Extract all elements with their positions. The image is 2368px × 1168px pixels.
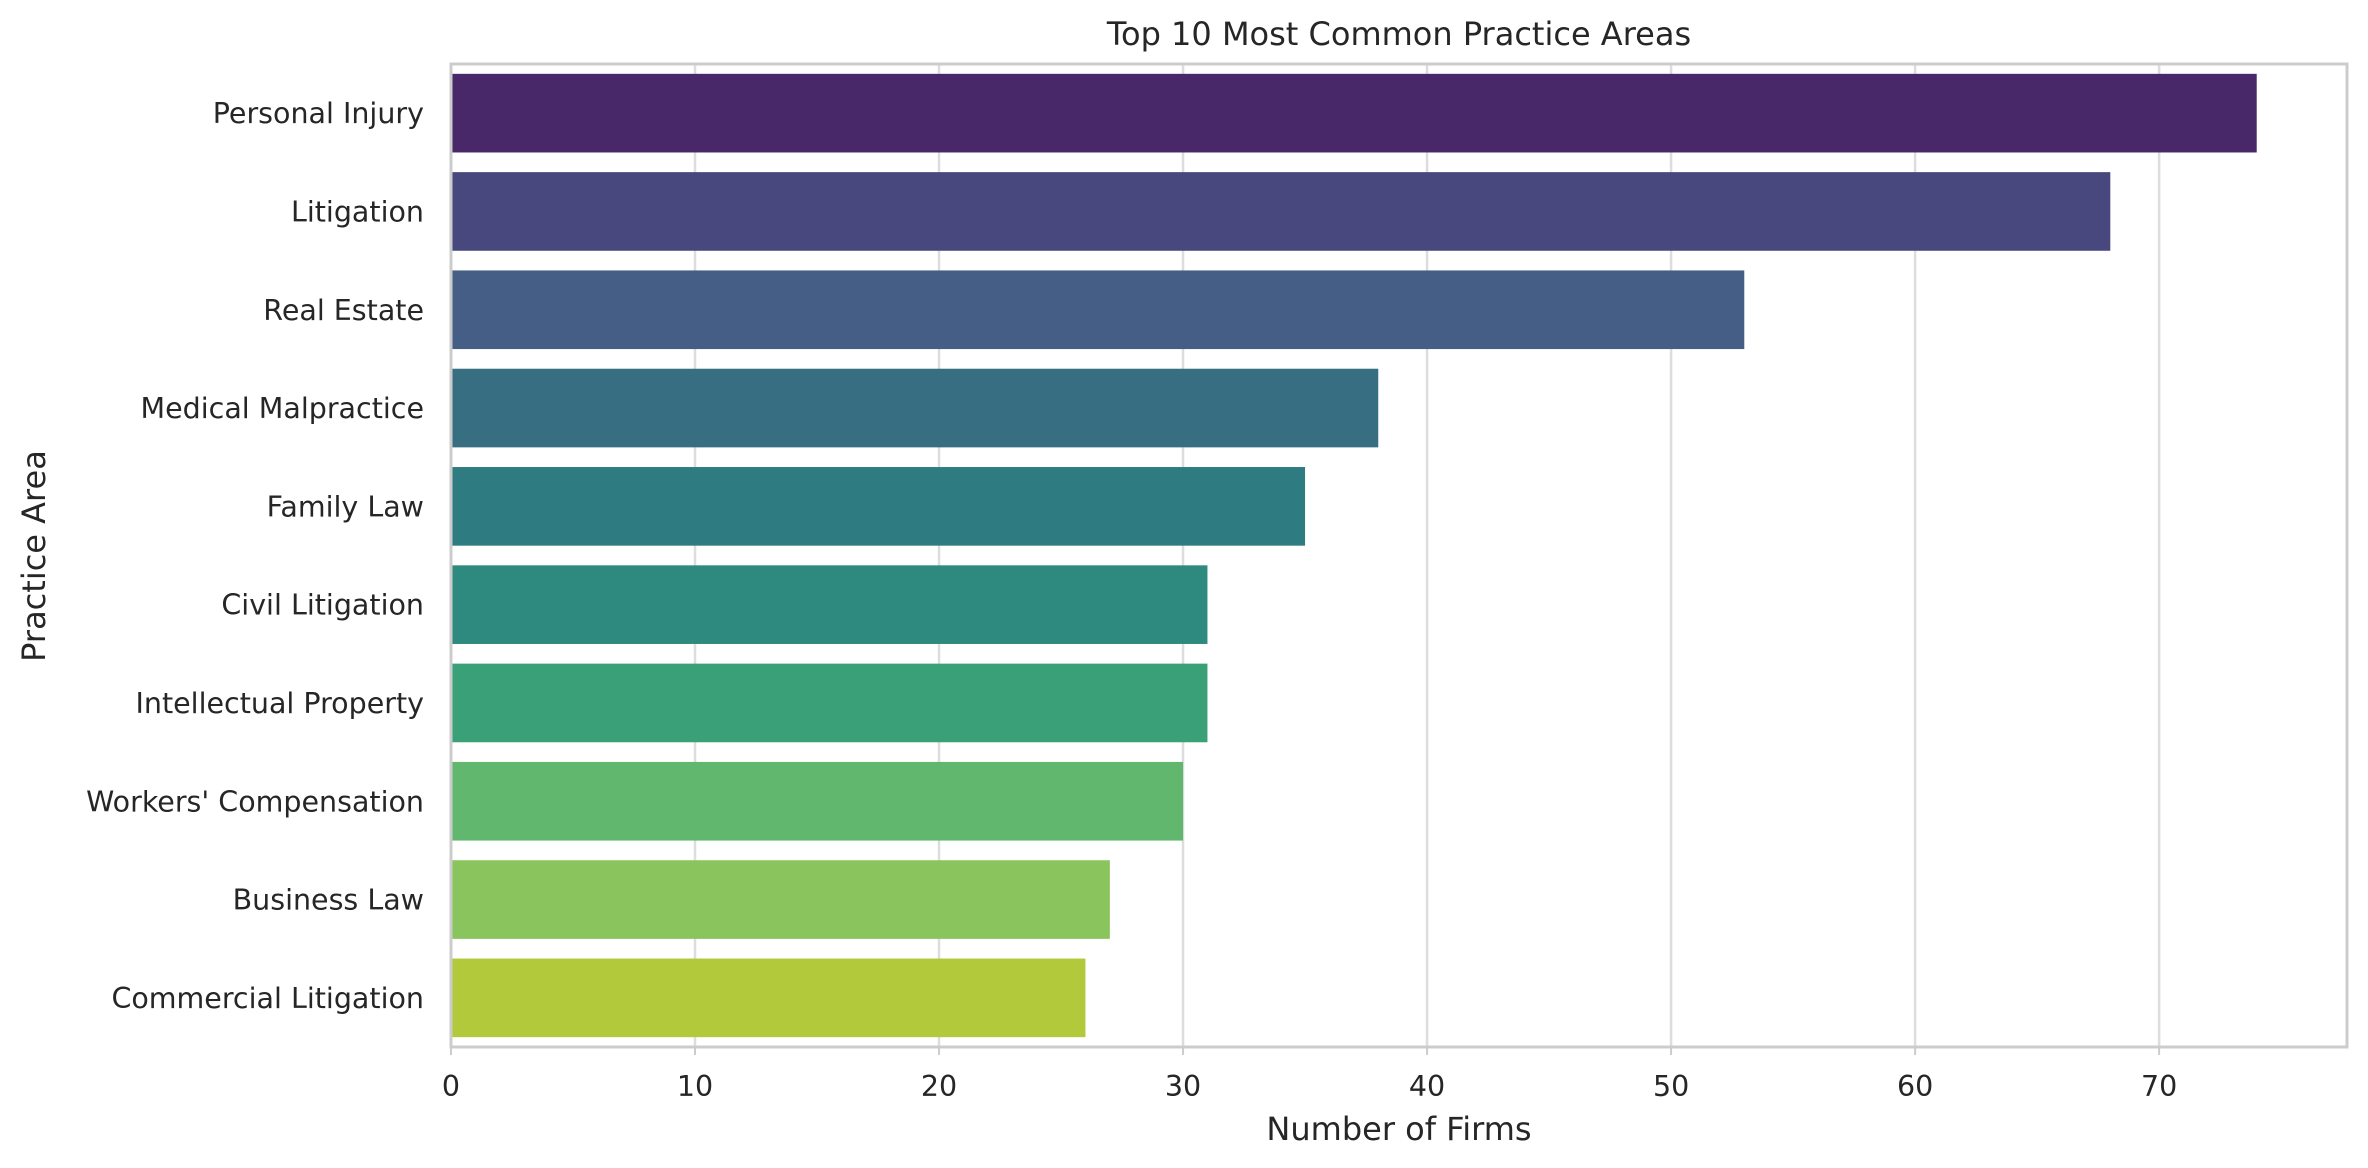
bar — [451, 73, 2257, 153]
y-tick-label: Real Estate — [263, 294, 424, 327]
y-tick-label: Civil Litigation — [221, 589, 424, 622]
bars — [451, 73, 2257, 1038]
x-tick-label: 60 — [1897, 1070, 1933, 1103]
x-tick-label: 40 — [1409, 1070, 1445, 1103]
bar — [451, 172, 2111, 251]
y-axis-label: Practice Area — [15, 450, 53, 662]
y-tick-label: Litigation — [291, 195, 424, 228]
y-tick-label: Workers' Compensation — [86, 785, 424, 818]
x-tick-label: 20 — [921, 1070, 957, 1103]
bar — [451, 663, 1208, 743]
plot-frame — [449, 62, 2349, 1049]
x-tick-label: 30 — [1165, 1070, 1201, 1103]
chart-title: Top 10 Most Common Practice Areas — [1106, 15, 1691, 53]
bar — [451, 270, 1745, 350]
x-axis-ticks: 0 10 20 30 40 50 60 70 — [442, 1047, 2177, 1103]
y-tick-label: Commercial Litigation — [111, 982, 424, 1015]
bar — [451, 368, 1379, 448]
bar — [451, 467, 1306, 546]
x-tick-label: 70 — [2141, 1070, 2177, 1103]
bar — [451, 761, 1184, 841]
y-axis-ticks: Personal Injury Litigation Real Estate Medi… — [86, 97, 424, 1015]
y-tick-label: Intellectual Property — [136, 687, 425, 720]
x-tick-label: 0 — [442, 1070, 460, 1103]
y-tick-label: Family Law — [267, 490, 424, 523]
x-tick-label: 50 — [1653, 1070, 1689, 1103]
bar — [451, 958, 1086, 1038]
bar — [451, 565, 1208, 644]
x-tick-label: 10 — [677, 1070, 713, 1103]
y-tick-label: Personal Injury — [213, 97, 424, 130]
bar — [451, 860, 1110, 939]
y-tick-label: Business Law — [233, 884, 424, 917]
x-axis-label: Number of Firms — [1266, 1110, 1531, 1148]
y-tick-label: Medical Malpractice — [141, 392, 424, 425]
